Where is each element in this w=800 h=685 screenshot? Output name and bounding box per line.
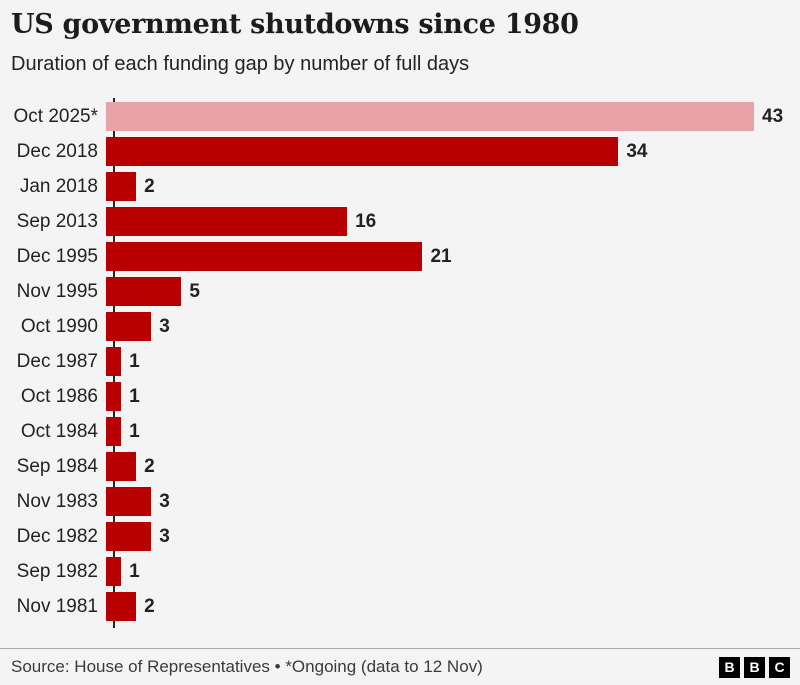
- bar-row: Jan 2018 2: [0, 169, 800, 204]
- bar-rows: Oct 2025* 43 Dec 2018 34 Jan 2018 2 Sep 2013 16…: [0, 98, 800, 628]
- category-label: Oct 1990: [20, 315, 98, 337]
- category-label: Sep 1982: [16, 560, 98, 582]
- chart-subtitle: Duration of each funding gap by number o…: [11, 52, 470, 75]
- bar-track: 1: [106, 417, 800, 446]
- bbc-logo-letter: B: [719, 656, 740, 678]
- bar-row: Dec 1987 1: [0, 344, 800, 379]
- value-label: 1: [129, 560, 140, 582]
- chart-title: US government shutdowns since 1980: [11, 9, 579, 40]
- value-label: 1: [129, 350, 140, 372]
- bar-row: Oct 1990 3: [0, 309, 800, 344]
- bar: [106, 417, 122, 446]
- value-label: 3: [159, 490, 170, 512]
- footer-divider: [0, 648, 800, 649]
- category-label: Nov 1983: [16, 490, 98, 512]
- bar-highlighted: [106, 102, 754, 131]
- bar: [106, 452, 137, 481]
- category-label: Oct 1984: [20, 420, 98, 442]
- bar: [106, 347, 122, 376]
- bar-track: 43: [106, 102, 800, 131]
- value-label: 1: [129, 385, 140, 407]
- value-label: 3: [159, 315, 170, 337]
- chart-footer: Source: House of Representatives • *Ongo…: [0, 649, 800, 685]
- bar-track: 3: [106, 312, 800, 341]
- category-label: Dec 1982: [16, 525, 98, 547]
- value-label: 1: [129, 420, 140, 442]
- value-label: 3: [159, 525, 170, 547]
- bar-row: Dec 1995 21: [0, 239, 800, 274]
- chart-header: US government shutdowns since 1980 Durat…: [0, 0, 800, 77]
- bar-track: 2: [106, 452, 800, 481]
- bar: [106, 137, 619, 166]
- bar-track: 16: [106, 207, 800, 236]
- bar: [106, 242, 423, 271]
- bar-track: 3: [106, 487, 800, 516]
- bar: [106, 522, 152, 551]
- value-label: 21: [430, 245, 452, 267]
- bar-track: 1: [106, 382, 800, 411]
- source-attribution: Source: House of Representatives • *Ongo…: [11, 657, 483, 676]
- bar-track: 34: [106, 137, 800, 166]
- bar-row: Sep 1984 2: [0, 449, 800, 484]
- value-label: 5: [189, 280, 200, 302]
- bar: [106, 487, 152, 516]
- bar-row: Dec 2018 34: [0, 134, 800, 169]
- bar-track: 3: [106, 522, 800, 551]
- bar: [106, 172, 137, 201]
- bar-row: Dec 1982 3: [0, 519, 800, 554]
- bar-track: 1: [106, 557, 800, 586]
- category-label: Dec 1995: [16, 245, 98, 267]
- bar-row: Oct 2025* 43: [0, 99, 800, 134]
- category-label: Dec 1987: [16, 350, 98, 372]
- category-label: Nov 1995: [16, 280, 98, 302]
- bbc-logo-letter: C: [769, 656, 790, 678]
- bar-row: Nov 1983 3: [0, 484, 800, 519]
- value-label: 43: [762, 105, 784, 127]
- bar-track: 21: [106, 242, 800, 271]
- bar-track: 2: [106, 592, 800, 621]
- category-label: Nov 1981: [16, 595, 98, 617]
- category-label: Oct 1986: [20, 385, 98, 407]
- bar-track: 5: [106, 277, 800, 306]
- bar-row: Oct 1984 1: [0, 414, 800, 449]
- category-label: Jan 2018: [19, 175, 98, 197]
- bar: [106, 277, 182, 306]
- bar-row: Sep 1982 1: [0, 554, 800, 589]
- bar: [106, 557, 122, 586]
- value-label: 2: [144, 595, 155, 617]
- bar-chart: Oct 2025* 43 Dec 2018 34 Jan 2018 2 Sep 2013 16…: [0, 98, 800, 628]
- category-label: Sep 2013: [16, 210, 98, 232]
- value-label: 16: [355, 210, 377, 232]
- category-label: Oct 2025*: [13, 105, 99, 127]
- category-label: Dec 2018: [16, 140, 98, 162]
- bar-row: Oct 1986 1: [0, 379, 800, 414]
- bbc-logo-letter: B: [744, 656, 765, 678]
- bar: [106, 382, 122, 411]
- value-label: 2: [144, 455, 155, 477]
- bar: [106, 312, 152, 341]
- bar-row: Sep 2013 16: [0, 204, 800, 239]
- bar-track: 2: [106, 172, 800, 201]
- bar-row: Nov 1981 2: [0, 589, 800, 624]
- bar-row: Nov 1995 5: [0, 274, 800, 309]
- value-label: 2: [144, 175, 155, 197]
- bar-track: 1: [106, 347, 800, 376]
- value-label: 34: [626, 140, 648, 162]
- bar: [106, 592, 137, 621]
- bar: [106, 207, 348, 236]
- category-label: Sep 1984: [16, 455, 98, 477]
